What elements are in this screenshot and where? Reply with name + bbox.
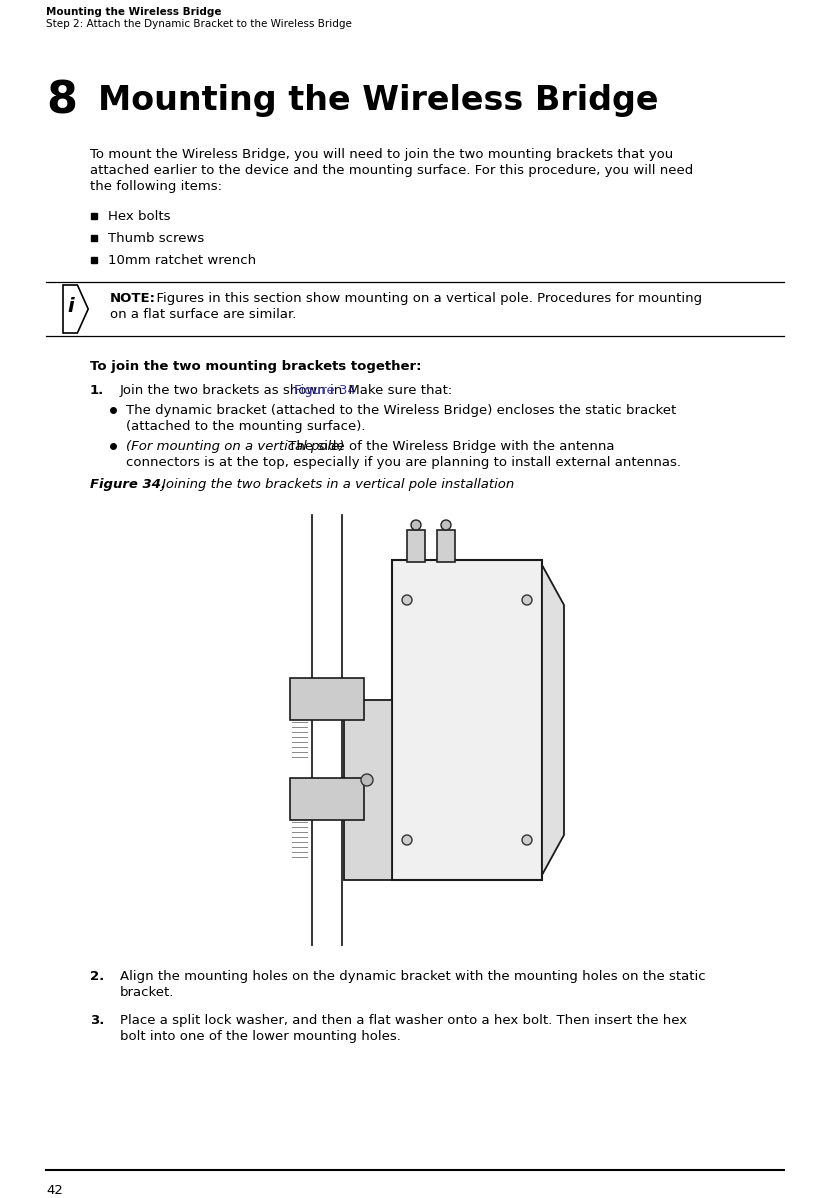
- FancyBboxPatch shape: [290, 778, 364, 819]
- Text: 42: 42: [46, 1184, 63, 1197]
- Circle shape: [522, 595, 532, 605]
- Text: Figures in this section show mounting on a vertical pole. Procedures for mountin: Figures in this section show mounting on…: [148, 292, 702, 305]
- Circle shape: [522, 835, 532, 845]
- Text: Joining the two brackets in a vertical pole installation: Joining the two brackets in a vertical p…: [145, 478, 514, 491]
- Circle shape: [411, 520, 421, 530]
- Text: 2.: 2.: [90, 970, 104, 984]
- Text: 10mm ratchet wrench: 10mm ratchet wrench: [108, 254, 256, 267]
- Text: bolt into one of the lower mounting holes.: bolt into one of the lower mounting hole…: [120, 1030, 401, 1043]
- FancyBboxPatch shape: [407, 530, 425, 562]
- Text: The side of the Wireless Bridge with the antenna: The side of the Wireless Bridge with the…: [285, 440, 615, 453]
- Text: bracket.: bracket.: [120, 986, 174, 999]
- Text: Figure 34: Figure 34: [294, 385, 356, 397]
- Text: To join the two mounting brackets together:: To join the two mounting brackets togeth…: [90, 361, 422, 373]
- Text: Mounting the Wireless Bridge: Mounting the Wireless Bridge: [98, 84, 658, 117]
- Text: 1.: 1.: [90, 385, 104, 397]
- Text: Align the mounting holes on the dynamic bracket with the mounting holes on the s: Align the mounting holes on the dynamic …: [120, 970, 705, 984]
- Circle shape: [402, 595, 412, 605]
- Text: . Make sure that:: . Make sure that:: [340, 385, 452, 397]
- Text: 3.: 3.: [90, 1014, 105, 1027]
- Text: connectors is at the top, especially if you are planning to install external ant: connectors is at the top, especially if …: [126, 456, 681, 468]
- Text: on a flat surface are similar.: on a flat surface are similar.: [110, 308, 296, 321]
- Text: the following items:: the following items:: [90, 180, 222, 193]
- Circle shape: [441, 520, 451, 530]
- Text: Hex bolts: Hex bolts: [108, 210, 171, 223]
- Text: 8: 8: [46, 80, 77, 123]
- Text: Figure 34.: Figure 34.: [90, 478, 166, 491]
- FancyBboxPatch shape: [290, 678, 364, 720]
- Text: The dynamic bracket (attached to the Wireless Bridge) encloses the static bracke: The dynamic bracket (attached to the Wir…: [126, 404, 676, 417]
- Text: Thumb screws: Thumb screws: [108, 232, 205, 246]
- Text: Place a split lock washer, and then a flat washer onto a hex bolt. Then insert t: Place a split lock washer, and then a fl…: [120, 1014, 687, 1027]
- Polygon shape: [542, 565, 564, 875]
- FancyBboxPatch shape: [392, 559, 542, 881]
- Text: NOTE:: NOTE:: [110, 292, 156, 305]
- Circle shape: [402, 835, 412, 845]
- Text: i: i: [68, 297, 74, 316]
- FancyBboxPatch shape: [437, 530, 455, 562]
- Text: Mounting the Wireless Bridge: Mounting the Wireless Bridge: [46, 7, 221, 17]
- Text: attached earlier to the device and the mounting surface. For this procedure, you: attached earlier to the device and the m…: [90, 164, 693, 177]
- Text: (attached to the mounting surface).: (attached to the mounting surface).: [126, 420, 365, 432]
- Text: To mount the Wireless Bridge, you will need to join the two mounting brackets th: To mount the Wireless Bridge, you will n…: [90, 149, 673, 161]
- Text: Step 2: Attach the Dynamic Bracket to the Wireless Bridge: Step 2: Attach the Dynamic Bracket to th…: [46, 19, 352, 29]
- Text: Join the two brackets as shown in: Join the two brackets as shown in: [120, 385, 347, 397]
- Text: (For mounting on a vertical pole): (For mounting on a vertical pole): [126, 440, 344, 453]
- Polygon shape: [344, 700, 392, 881]
- Circle shape: [361, 774, 373, 786]
